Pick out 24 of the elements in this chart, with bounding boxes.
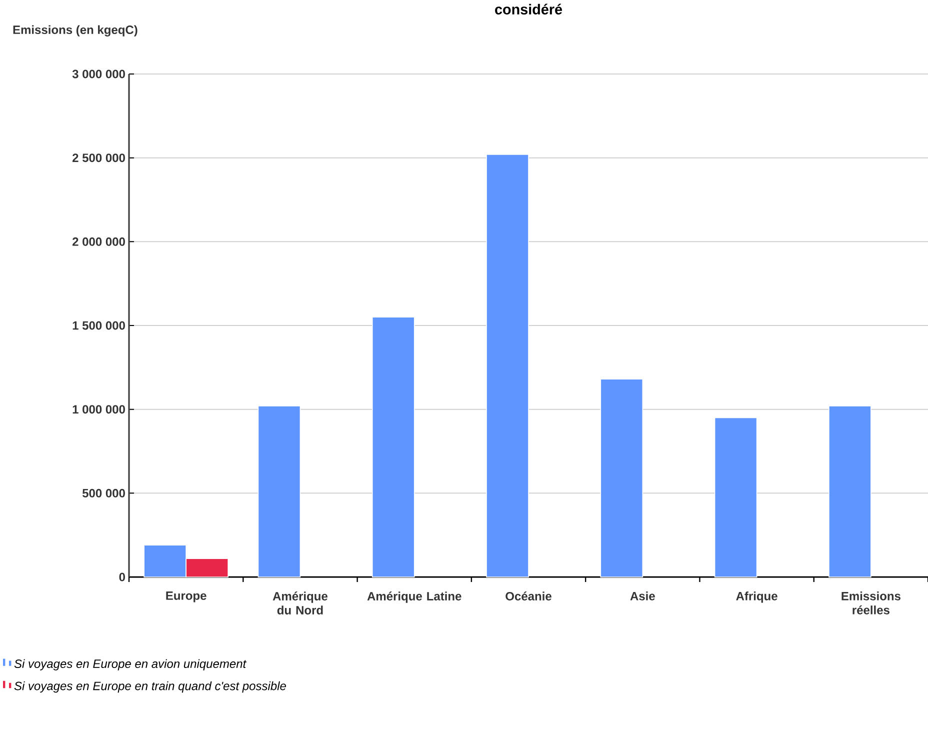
y-tick-label: 0 bbox=[119, 572, 125, 582]
bar bbox=[714, 417, 758, 578]
x-tick-label: Europe bbox=[166, 592, 206, 602]
chart-title: considéré bbox=[495, 4, 562, 14]
y-tick-label: 1 000 000 bbox=[72, 405, 125, 414]
bar bbox=[486, 154, 529, 578]
y-tick-label: 3 000 000 bbox=[72, 70, 125, 78]
y-tick-label: 500 000 bbox=[82, 488, 125, 498]
bar bbox=[372, 316, 415, 578]
y-tick-label: 2 000 000 bbox=[72, 237, 125, 246]
legend-label: Si voyages en Europe en train quand c'est possible bbox=[14, 681, 286, 693]
legend-label: Si voyages en Europe en avion uniquement bbox=[14, 659, 247, 670]
y-tick-label: 2 500 000 bbox=[72, 154, 125, 162]
x-tick-label: Afrique bbox=[736, 592, 778, 603]
y-axis-title: Emissions (en kgeqC) bbox=[13, 25, 138, 36]
x-tick-label: Emissions réelles bbox=[842, 592, 900, 614]
bar bbox=[258, 406, 301, 578]
x-tick-label: Amérique Latine bbox=[367, 592, 462, 603]
bar bbox=[600, 378, 644, 578]
y-tick-label: 1 500 000 bbox=[72, 321, 125, 330]
x-tick-label: Amérique du Nord bbox=[272, 592, 328, 614]
x-tick-label: Océanie bbox=[506, 592, 552, 600]
bar bbox=[828, 406, 872, 578]
x-tick-label: Asie bbox=[630, 592, 655, 600]
